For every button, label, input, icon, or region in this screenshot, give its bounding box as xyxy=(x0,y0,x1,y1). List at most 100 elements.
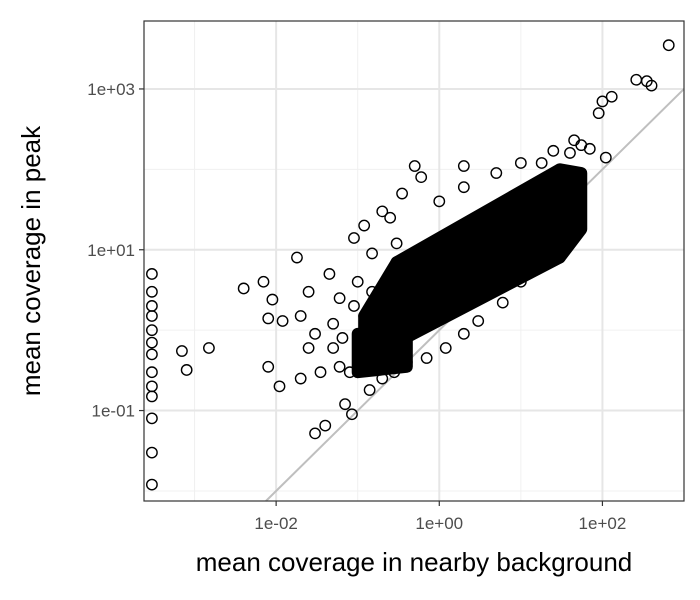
data-point xyxy=(294,310,307,322)
data-point xyxy=(309,427,321,440)
panel-border xyxy=(143,20,685,502)
data-point xyxy=(146,348,158,361)
data-point xyxy=(363,384,376,396)
axis-ticks: 1e-02 1e+00 1e+02 1e-01 1e+01 1e+03 xyxy=(87,80,626,533)
data-point xyxy=(384,211,397,224)
data-point xyxy=(599,151,612,164)
y-tick-label: 1e-01 xyxy=(92,402,135,421)
data-point xyxy=(539,243,552,256)
data-point xyxy=(333,292,346,305)
data-point xyxy=(291,251,303,264)
data-point xyxy=(514,157,527,169)
data-point xyxy=(408,160,421,172)
x-tick-label: 1e+00 xyxy=(415,514,463,533)
data-point xyxy=(564,147,576,159)
data-point xyxy=(319,419,332,432)
data-point xyxy=(257,275,270,288)
data-point xyxy=(592,107,605,120)
data-point xyxy=(273,380,286,393)
data-point xyxy=(358,219,371,232)
data-point xyxy=(146,324,158,337)
data-point xyxy=(294,372,307,385)
data-point xyxy=(388,366,401,379)
data-point xyxy=(376,205,389,218)
data-point xyxy=(571,195,584,208)
data-point xyxy=(323,268,336,280)
data-point xyxy=(146,478,158,491)
data-point xyxy=(390,332,403,344)
data-point xyxy=(433,195,446,208)
y-axis-title: mean coverage in peak xyxy=(16,125,46,396)
data-point xyxy=(146,390,158,403)
data-point xyxy=(146,380,158,393)
data-point xyxy=(596,95,609,108)
data-point xyxy=(339,398,351,411)
data-point xyxy=(146,446,158,459)
data-point xyxy=(490,167,503,179)
data-point xyxy=(237,282,250,295)
data-point xyxy=(276,315,289,327)
gridlines xyxy=(144,21,684,501)
data-point xyxy=(457,327,470,340)
y-tick-label: 1e+03 xyxy=(87,80,135,99)
density-region-2 xyxy=(553,163,588,264)
data-point xyxy=(176,345,188,357)
data-point xyxy=(420,352,433,364)
data-point xyxy=(568,134,581,147)
data-point xyxy=(262,312,275,325)
data-point xyxy=(535,157,548,169)
data-point xyxy=(645,79,658,92)
data-point xyxy=(547,144,560,157)
y-tick-label: 1e+01 xyxy=(87,241,135,260)
data-point xyxy=(396,187,408,200)
data-point xyxy=(314,366,327,379)
data-point xyxy=(309,327,321,340)
data-point xyxy=(415,171,428,184)
data-point xyxy=(348,300,360,312)
data-point xyxy=(146,412,158,425)
data-point xyxy=(583,142,596,155)
data-point xyxy=(439,342,452,354)
data-point xyxy=(343,366,356,379)
data-point xyxy=(472,315,485,327)
point-cloud xyxy=(351,163,588,379)
data-point xyxy=(390,237,403,250)
density-region-0 xyxy=(390,163,566,349)
data-point xyxy=(348,232,360,244)
data-point xyxy=(366,285,378,298)
data-point xyxy=(662,39,675,52)
data-point xyxy=(457,181,470,194)
data-point xyxy=(457,160,470,172)
data-point xyxy=(146,285,158,298)
data-point xyxy=(605,90,618,103)
data-point xyxy=(146,366,158,379)
data-point xyxy=(358,310,371,322)
data-point xyxy=(327,317,340,330)
data-point xyxy=(496,296,509,309)
data-point xyxy=(346,408,358,421)
data-point xyxy=(203,342,215,354)
data-point xyxy=(146,310,158,322)
data-point xyxy=(514,275,527,288)
data-point xyxy=(366,247,378,260)
data-point xyxy=(336,332,349,344)
data-point xyxy=(351,275,364,288)
data-point xyxy=(146,336,158,349)
data-point xyxy=(180,364,193,376)
data-point xyxy=(302,285,315,298)
data-point xyxy=(302,342,315,354)
data-point xyxy=(327,342,340,354)
data-point xyxy=(262,360,275,373)
density-region-3 xyxy=(351,324,413,379)
data-point xyxy=(630,73,643,86)
data-point xyxy=(376,372,389,385)
data-point xyxy=(333,360,346,373)
x-tick-label: 1e+02 xyxy=(579,514,627,533)
data-point xyxy=(146,268,158,280)
data-point xyxy=(266,293,279,306)
x-tick-label: 1e-02 xyxy=(254,514,297,533)
data-point xyxy=(559,216,572,229)
x-axis-title: mean coverage in nearby background xyxy=(196,547,633,577)
data-points xyxy=(146,39,675,491)
